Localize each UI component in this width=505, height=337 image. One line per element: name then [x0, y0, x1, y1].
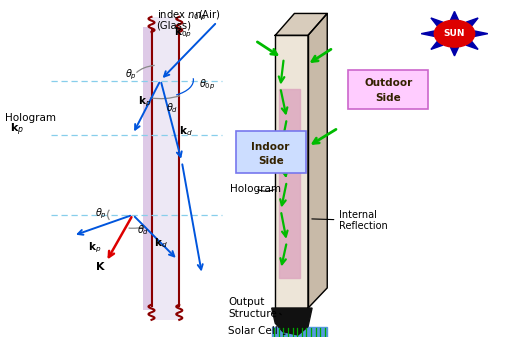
Text: $\mathbf{k}_p$: $\mathbf{k}_p$: [88, 240, 102, 255]
Text: Side: Side: [258, 156, 283, 166]
Text: Hologram: Hologram: [5, 113, 56, 123]
Polygon shape: [466, 41, 478, 50]
Text: Output
Structure: Output Structure: [228, 297, 281, 319]
Text: Internal
Reflection: Internal Reflection: [312, 210, 388, 231]
Bar: [152, 17, 179, 320]
Text: Indoor: Indoor: [251, 142, 290, 152]
Text: Hologram: Hologram: [230, 184, 281, 193]
Text: $\theta_p$: $\theta_p$: [125, 67, 137, 82]
Polygon shape: [475, 31, 488, 36]
Text: (Glass): (Glass): [157, 20, 191, 30]
Polygon shape: [275, 35, 308, 308]
Text: Side: Side: [376, 93, 401, 102]
Polygon shape: [466, 18, 478, 26]
Polygon shape: [431, 41, 443, 50]
Text: Solar Cell: Solar Cell: [228, 326, 285, 336]
Polygon shape: [308, 13, 327, 308]
Polygon shape: [275, 13, 327, 35]
Bar: [143, 27, 152, 310]
Text: $\theta_d$: $\theta_d$: [137, 223, 149, 237]
Text: $\theta_p$: $\theta_p$: [95, 207, 107, 221]
FancyBboxPatch shape: [348, 70, 428, 110]
Polygon shape: [450, 47, 459, 56]
Polygon shape: [272, 327, 327, 337]
Text: $n_0$(Air): $n_0$(Air): [187, 9, 221, 22]
Text: $\mathbf{k}_d$: $\mathbf{k}_d$: [154, 237, 168, 250]
Text: index : $n_p$: index : $n_p$: [157, 9, 206, 23]
Polygon shape: [279, 89, 300, 278]
Text: $\mathbf{k}_d$: $\mathbf{k}_d$: [179, 125, 193, 139]
Polygon shape: [421, 31, 434, 36]
Polygon shape: [431, 18, 443, 26]
FancyBboxPatch shape: [236, 131, 306, 173]
Text: $\theta_{0p}$: $\theta_{0p}$: [199, 77, 216, 92]
Text: $\mathbf{k}_p$: $\mathbf{k}_p$: [10, 121, 24, 138]
Text: $\mathbf{k}_p$: $\mathbf{k}_p$: [138, 95, 152, 109]
Text: Outdoor: Outdoor: [364, 78, 413, 88]
Text: $\theta_d$: $\theta_d$: [166, 101, 178, 115]
Polygon shape: [450, 11, 459, 20]
Circle shape: [434, 20, 475, 47]
Text: $\mathbf{K}$: $\mathbf{K}$: [95, 260, 106, 272]
Text: SUN: SUN: [444, 29, 465, 38]
Text: $\mathbf{k}_{0p}$: $\mathbf{k}_{0p}$: [174, 26, 192, 40]
Polygon shape: [272, 308, 312, 335]
